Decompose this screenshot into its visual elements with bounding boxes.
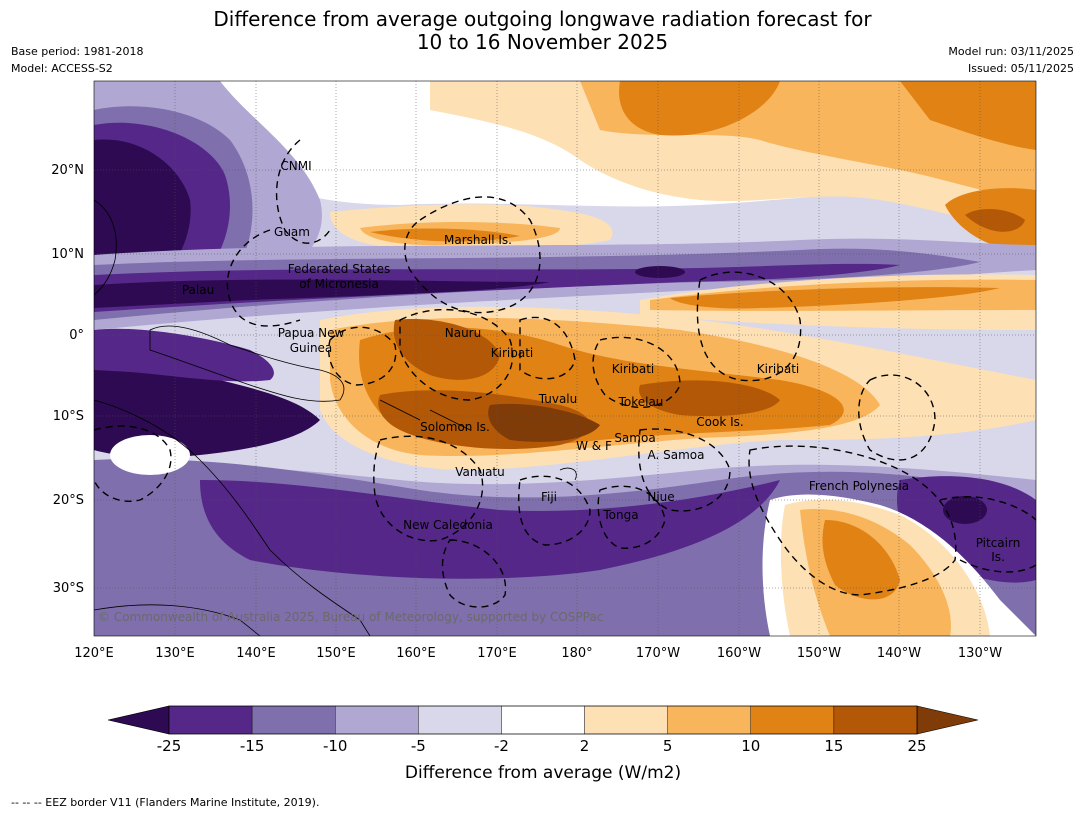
colorbar-tick-label: 25 <box>907 737 926 755</box>
meta-left: Base period: 1981-2018 Model: ACCESS-S2 <box>11 43 143 77</box>
lat-label: 0° <box>69 328 84 343</box>
label-marshall-islands: Marshall Is. <box>444 233 512 247</box>
colorbar-tick-label: -2 <box>494 737 509 755</box>
eez-borders <box>94 139 1036 608</box>
label-new-caledonia: New Caledonia <box>403 518 493 532</box>
colorbar-extend-low <box>107 705 170 735</box>
lat-axis: 20°N 10°N 0° 10°S 20°S 30°S <box>51 163 84 596</box>
eez-source-note: -- -- -- EEZ border V11 (Flanders Marine… <box>11 796 320 809</box>
lon-label: 130°W <box>958 646 1002 661</box>
lon-axis: 120°E 130°E 140°E 150°E 160°E 170°E 180°… <box>74 646 1002 661</box>
label-nauru: Nauru <box>445 326 481 340</box>
lon-label: 130°E <box>155 646 195 661</box>
lon-label: 120°E <box>74 646 114 661</box>
label-tonga: Tonga <box>602 508 638 522</box>
label-tuvalu: Tuvalu <box>538 392 578 406</box>
label-fsm-line1: Federated States <box>288 262 390 276</box>
lon-label: 170°E <box>477 646 517 661</box>
colorbar-frame <box>168 705 918 735</box>
label-png-line1: Papua New <box>278 326 345 340</box>
colorbar-swatch <box>168 705 253 735</box>
label-tokelau: Tokelau <box>618 395 664 409</box>
label-american-samoa: A. Samoa <box>648 448 705 462</box>
colorbar-swatch <box>667 705 751 735</box>
lon-label: 180° <box>561 646 592 661</box>
label-png-line2: Guinea <box>290 341 333 355</box>
chart-title: Difference from average outgoing longwav… <box>0 8 1085 54</box>
region-labels: CNMI Guam Marshall Is. Federated States … <box>182 159 1020 564</box>
label-fiji: Fiji <box>541 490 557 504</box>
title-line-2: 10 to 16 November 2025 <box>416 30 669 54</box>
lat-label: 20°N <box>51 163 84 178</box>
label-kiribati-east: Kiribati <box>757 362 799 376</box>
lon-label: 170°W <box>636 646 680 661</box>
colorbar-tick-label: -25 <box>157 737 182 755</box>
label-wallis-futuna: W & F <box>576 439 612 453</box>
colorbar-swatch <box>584 705 668 735</box>
lon-label: 150°E <box>316 646 356 661</box>
model-run: Model run: 03/11/2025 <box>948 45 1074 58</box>
colorbar-tick-label: -5 <box>411 737 426 755</box>
colorbar-swatch <box>501 705 585 735</box>
lat-label: 10°S <box>53 409 84 424</box>
lon-label: 140°E <box>236 646 276 661</box>
colorbar-tick-label: 10 <box>741 737 760 755</box>
label-palau: Palau <box>182 283 214 297</box>
label-solomon-islands: Solomon Is. <box>420 420 490 434</box>
lon-label: 140°W <box>877 646 921 661</box>
lat-label: 20°S <box>53 493 84 508</box>
colorbar-tick-label: 2 <box>580 737 590 755</box>
colorbar-tick-label: -15 <box>240 737 265 755</box>
label-cook-islands: Cook Is. <box>696 415 743 429</box>
colorbar-swatch <box>750 705 835 735</box>
colorbar-swatch <box>251 705 336 735</box>
anomaly-field <box>94 81 1036 636</box>
label-kiribati-west: Kiribati <box>491 346 533 360</box>
label-pitcairn-line1: Pitcairn <box>976 536 1021 550</box>
lat-label: 10°N <box>51 247 84 262</box>
label-guam: Guam <box>274 225 310 239</box>
colorbar-swatch <box>418 705 502 735</box>
coastlines <box>94 199 577 636</box>
label-kiribati-central: Kiribati <box>612 362 654 376</box>
issued-date: Issued: 05/11/2025 <box>967 62 1074 75</box>
lon-label: 160°E <box>396 646 436 661</box>
label-cnmi: CNMI <box>280 159 311 173</box>
base-period: Base period: 1981-2018 <box>11 45 144 58</box>
lon-label: 150°W <box>797 646 841 661</box>
label-vanuatu: Vanuatu <box>455 465 505 479</box>
colorbar-tick-label: 15 <box>824 737 843 755</box>
colorbar-swatch <box>335 705 419 735</box>
copyright-notice: © Commonwealth of Australia 2025, Bureau… <box>98 610 603 624</box>
label-pitcairn-line2: Is. <box>991 550 1005 564</box>
colorbar-title: Difference from average (W/m2) <box>405 763 681 783</box>
label-niue: Niue <box>647 490 674 504</box>
colorbar: -25 -15 -10 -5 -2 2 5 10 15 25 Difference from av… <box>107 705 979 783</box>
title-line-1: Difference from average outgoing longwav… <box>213 7 872 31</box>
meta-right: Model run: 03/11/2025 Issued: 05/11/2025 <box>948 43 1074 77</box>
colorbar-extend-high <box>916 705 979 735</box>
label-samoa: Samoa <box>614 431 655 445</box>
plot-frame <box>93 80 1037 637</box>
colorbar-tick-label: 5 <box>663 737 673 755</box>
label-fsm-line2: of Micronesia <box>299 277 379 291</box>
model-name: Model: ACCESS-S2 <box>11 62 113 75</box>
colorbar-swatch <box>833 705 918 735</box>
label-french-polynesia: French Polynesia <box>809 479 909 493</box>
colorbar-tick-label: -10 <box>323 737 348 755</box>
lat-label: 30°S <box>53 581 84 596</box>
lon-label: 160°W <box>717 646 761 661</box>
